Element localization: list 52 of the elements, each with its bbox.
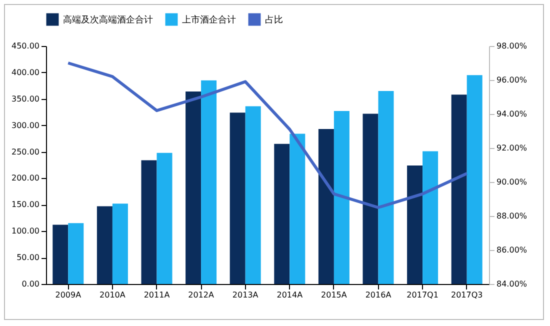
x-tick-label: 2017Q3 (450, 290, 483, 300)
y2-tick-label: 98.00% (496, 42, 528, 50)
x-tick-label: 2013A (232, 290, 259, 300)
x-tick-label: 2010A (100, 290, 126, 300)
bar (245, 106, 261, 284)
bar (186, 91, 202, 284)
legend-label: 高端及次高端酒企合计 (63, 14, 153, 26)
x-tick-label: 2017Q1 (406, 290, 438, 300)
y2-tick-label: 94.00% (496, 110, 528, 118)
y-tick-label: 300.00 (12, 120, 40, 130)
x-tick-label: 2015A (321, 290, 348, 300)
bar (156, 152, 172, 284)
bar (52, 224, 68, 284)
bar (407, 166, 423, 284)
y2-tick-label: 86.00% (496, 246, 528, 254)
x-tick-label: 2009A (55, 290, 82, 300)
bar (274, 144, 290, 284)
y-tick-label: 200.00 (12, 174, 40, 183)
bar (112, 204, 128, 284)
y-tick-label: 350.00 (12, 94, 40, 104)
y2-tick-label: 88.00% (496, 212, 528, 220)
y2-tick-label: 90.00% (496, 178, 528, 186)
y-tick-label: 150.00 (12, 200, 40, 210)
y-tick-label: 250.00 (12, 147, 40, 156)
bar (378, 90, 394, 284)
bar (290, 134, 306, 284)
bar (334, 111, 350, 284)
bar (318, 129, 334, 284)
bar (201, 80, 217, 284)
legend-label: 占比 (265, 14, 283, 26)
x-tick-label: 2011A (144, 290, 170, 300)
y-tick-label: 450.00 (12, 42, 40, 50)
line-series (66, 62, 468, 209)
y-tick-label: 50.00 (16, 253, 40, 262)
legend-label: 上市酒企合计 (182, 14, 236, 26)
x-tick-label: 2016A (365, 290, 392, 300)
y-tick-label: 100.00 (12, 226, 40, 236)
bar (362, 114, 378, 284)
x-tick-label: 2012A (188, 290, 214, 300)
y-tick-label: 400.00 (12, 68, 40, 77)
bar (466, 75, 482, 284)
bar (422, 151, 438, 284)
y-tick-label: 0.00 (22, 280, 40, 288)
bar (96, 206, 112, 284)
y2-tick-label: 84.00% (496, 280, 528, 288)
bar (141, 160, 157, 284)
bar (451, 94, 467, 284)
x-tick-label: 2014A (276, 290, 304, 300)
y2-tick-label: 92.00% (496, 144, 528, 152)
bar (230, 112, 246, 284)
bar (68, 223, 84, 284)
y2-tick-label: 96.00% (496, 76, 528, 84)
